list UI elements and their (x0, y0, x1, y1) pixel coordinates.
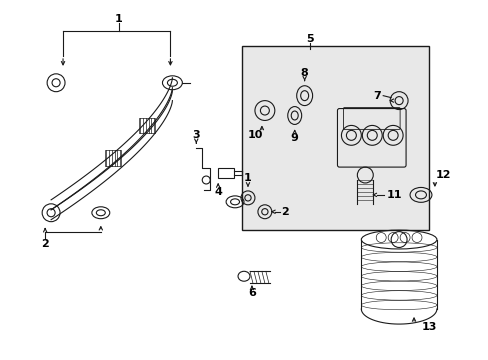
Text: 8: 8 (300, 68, 308, 78)
Text: 3: 3 (192, 130, 200, 140)
Text: 6: 6 (247, 288, 255, 298)
Text: 2: 2 (280, 207, 288, 217)
Bar (139, 117, 155, 134)
Text: 11: 11 (386, 190, 401, 200)
Text: 4: 4 (214, 187, 222, 197)
Text: 12: 12 (435, 170, 451, 180)
Text: 13: 13 (420, 322, 436, 332)
Bar (218, 168, 234, 178)
Text: 9: 9 (290, 133, 298, 143)
Bar (242, 46, 428, 230)
Bar (105, 150, 121, 166)
Text: 10: 10 (247, 130, 262, 140)
Text: 2: 2 (41, 239, 49, 249)
Text: 5: 5 (305, 34, 313, 44)
Text: 1: 1 (115, 14, 122, 24)
Text: 1: 1 (244, 173, 251, 183)
Text: 7: 7 (373, 91, 380, 101)
